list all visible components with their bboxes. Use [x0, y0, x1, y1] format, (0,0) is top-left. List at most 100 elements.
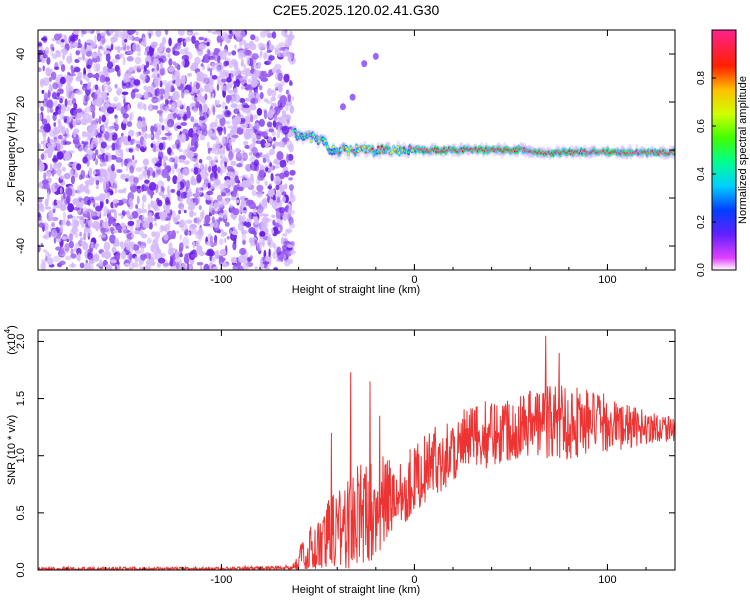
spectrogram-cell	[110, 179, 114, 187]
spectrogram-cell	[131, 211, 139, 219]
spectrogram-cell	[120, 105, 127, 115]
spectrogram-cell	[303, 136, 306, 139]
spectrogram-cell	[59, 224, 64, 230]
spectrogram-cell	[335, 148, 338, 151]
spectrogram-cell	[281, 114, 289, 118]
spectrogram-cell	[63, 172, 71, 180]
spectrogram-cell	[151, 231, 157, 238]
spectrogram-cell	[171, 93, 177, 101]
spectrogram-cell	[220, 159, 223, 167]
spectrogram-cell	[267, 189, 274, 197]
spectrogram-cell	[104, 130, 110, 141]
spectrogram-cell	[298, 136, 301, 139]
spectrogram-cell	[241, 214, 246, 223]
spectrogram-cell	[211, 209, 215, 215]
spectrogram-cell	[156, 110, 163, 114]
spectrogram-cell	[193, 32, 200, 36]
spectrogram-cell	[191, 35, 196, 44]
spectrogram-cell	[293, 129, 297, 132]
spectrogram-cell	[105, 264, 112, 270]
spectrogram-cell	[192, 62, 197, 68]
spectrogram-cell	[121, 91, 129, 96]
spectrogram-cell	[73, 206, 80, 211]
spectrogram-cell	[190, 210, 194, 215]
spectrogram-cell	[104, 217, 108, 222]
spectrogram-cell	[278, 184, 285, 193]
spectrogram-marks	[38, 30, 675, 270]
spectrogram-cell	[59, 187, 63, 195]
spectrogram-cell	[130, 90, 136, 100]
spectrogram-cell	[156, 47, 163, 56]
spectrogram-cell	[177, 171, 184, 181]
spectrogram-cell	[274, 63, 282, 71]
spectrogram-cell	[144, 166, 148, 171]
spectrogram-cell	[53, 122, 57, 127]
spectrogram-cell	[132, 42, 138, 53]
spectrogram-cell	[387, 147, 391, 150]
spectrogram-cell	[395, 150, 399, 153]
spectrogram-cell	[185, 46, 190, 56]
spectrogram-cell	[84, 146, 88, 153]
spectrogram-cell	[234, 115, 242, 125]
spectrogram-cell	[53, 142, 56, 148]
spectrogram-cell	[273, 141, 281, 147]
spectrogram-cell	[238, 98, 246, 103]
spectrogram-cell	[126, 121, 133, 127]
spectrogram-cell	[95, 98, 102, 107]
spectrogram-cell	[53, 255, 61, 262]
spectrogram-cell	[66, 195, 71, 205]
spectrogram-cell	[51, 229, 58, 239]
spectrogram-cell	[252, 207, 257, 215]
spectrogram-cell	[66, 220, 71, 227]
spectrogram-cell	[148, 252, 152, 260]
spectrogram-cell	[263, 52, 268, 60]
spectrogram-cell	[160, 62, 163, 69]
spectrogram-cell	[92, 170, 97, 175]
spectrogram-cell	[259, 92, 264, 100]
spectrogram-cell	[363, 145, 366, 149]
snr-y-multiplier-exponent: 4	[3, 328, 12, 333]
spectrogram-cell	[206, 141, 210, 149]
spectrogram-cell	[347, 152, 350, 155]
spectrogram-cell	[286, 140, 293, 150]
spectrogram-cell	[124, 38, 128, 43]
spectrogram-cell	[230, 196, 237, 201]
spectrogram-cell	[279, 224, 283, 233]
spectrogram-cell	[85, 45, 93, 52]
spectrogram-cell	[176, 178, 181, 185]
spectrogram-cell	[234, 44, 237, 50]
spectrogram-cell	[219, 154, 224, 160]
spectrogram-cell	[61, 236, 68, 240]
spectrogram-cell	[83, 227, 91, 233]
spectrogram-cell	[38, 67, 42, 73]
spectrogram-cell	[120, 198, 128, 204]
spectrogram-cell	[332, 145, 335, 148]
spectrogram-cell	[223, 126, 227, 135]
x-tick-label: 100	[598, 574, 616, 586]
spectrogram-cell	[240, 199, 246, 208]
spectrogram-cell	[243, 63, 247, 72]
spectrogram-cell	[135, 93, 143, 99]
spectrogram-cell	[119, 241, 124, 248]
spectrogram-cell	[131, 234, 135, 238]
spectrogram-cell	[163, 262, 171, 267]
spectrogram-cell	[245, 84, 252, 89]
x-tick-label: 0	[411, 274, 417, 286]
spectrogram-cell	[154, 222, 158, 227]
spectrogram-cell	[206, 41, 210, 47]
spectrogram-cell	[178, 109, 185, 118]
spectrogram-cell	[91, 43, 98, 48]
spectrogram-cell	[237, 186, 244, 192]
spectrogram-cell	[85, 259, 89, 264]
spectrogram-cell	[49, 108, 54, 113]
spectrogram-cell	[268, 198, 274, 205]
spectrogram-cell	[142, 194, 147, 203]
spectrogram-cell	[119, 53, 124, 59]
spectrogram-cell	[72, 41, 79, 48]
spectrogram-cell	[70, 248, 74, 256]
spectrogram-cell	[180, 191, 188, 199]
spectrogram-cell	[117, 30, 122, 38]
spectrogram-cell	[160, 94, 164, 100]
spectrogram-cell	[226, 236, 230, 240]
spectrogram-cell	[94, 35, 97, 44]
